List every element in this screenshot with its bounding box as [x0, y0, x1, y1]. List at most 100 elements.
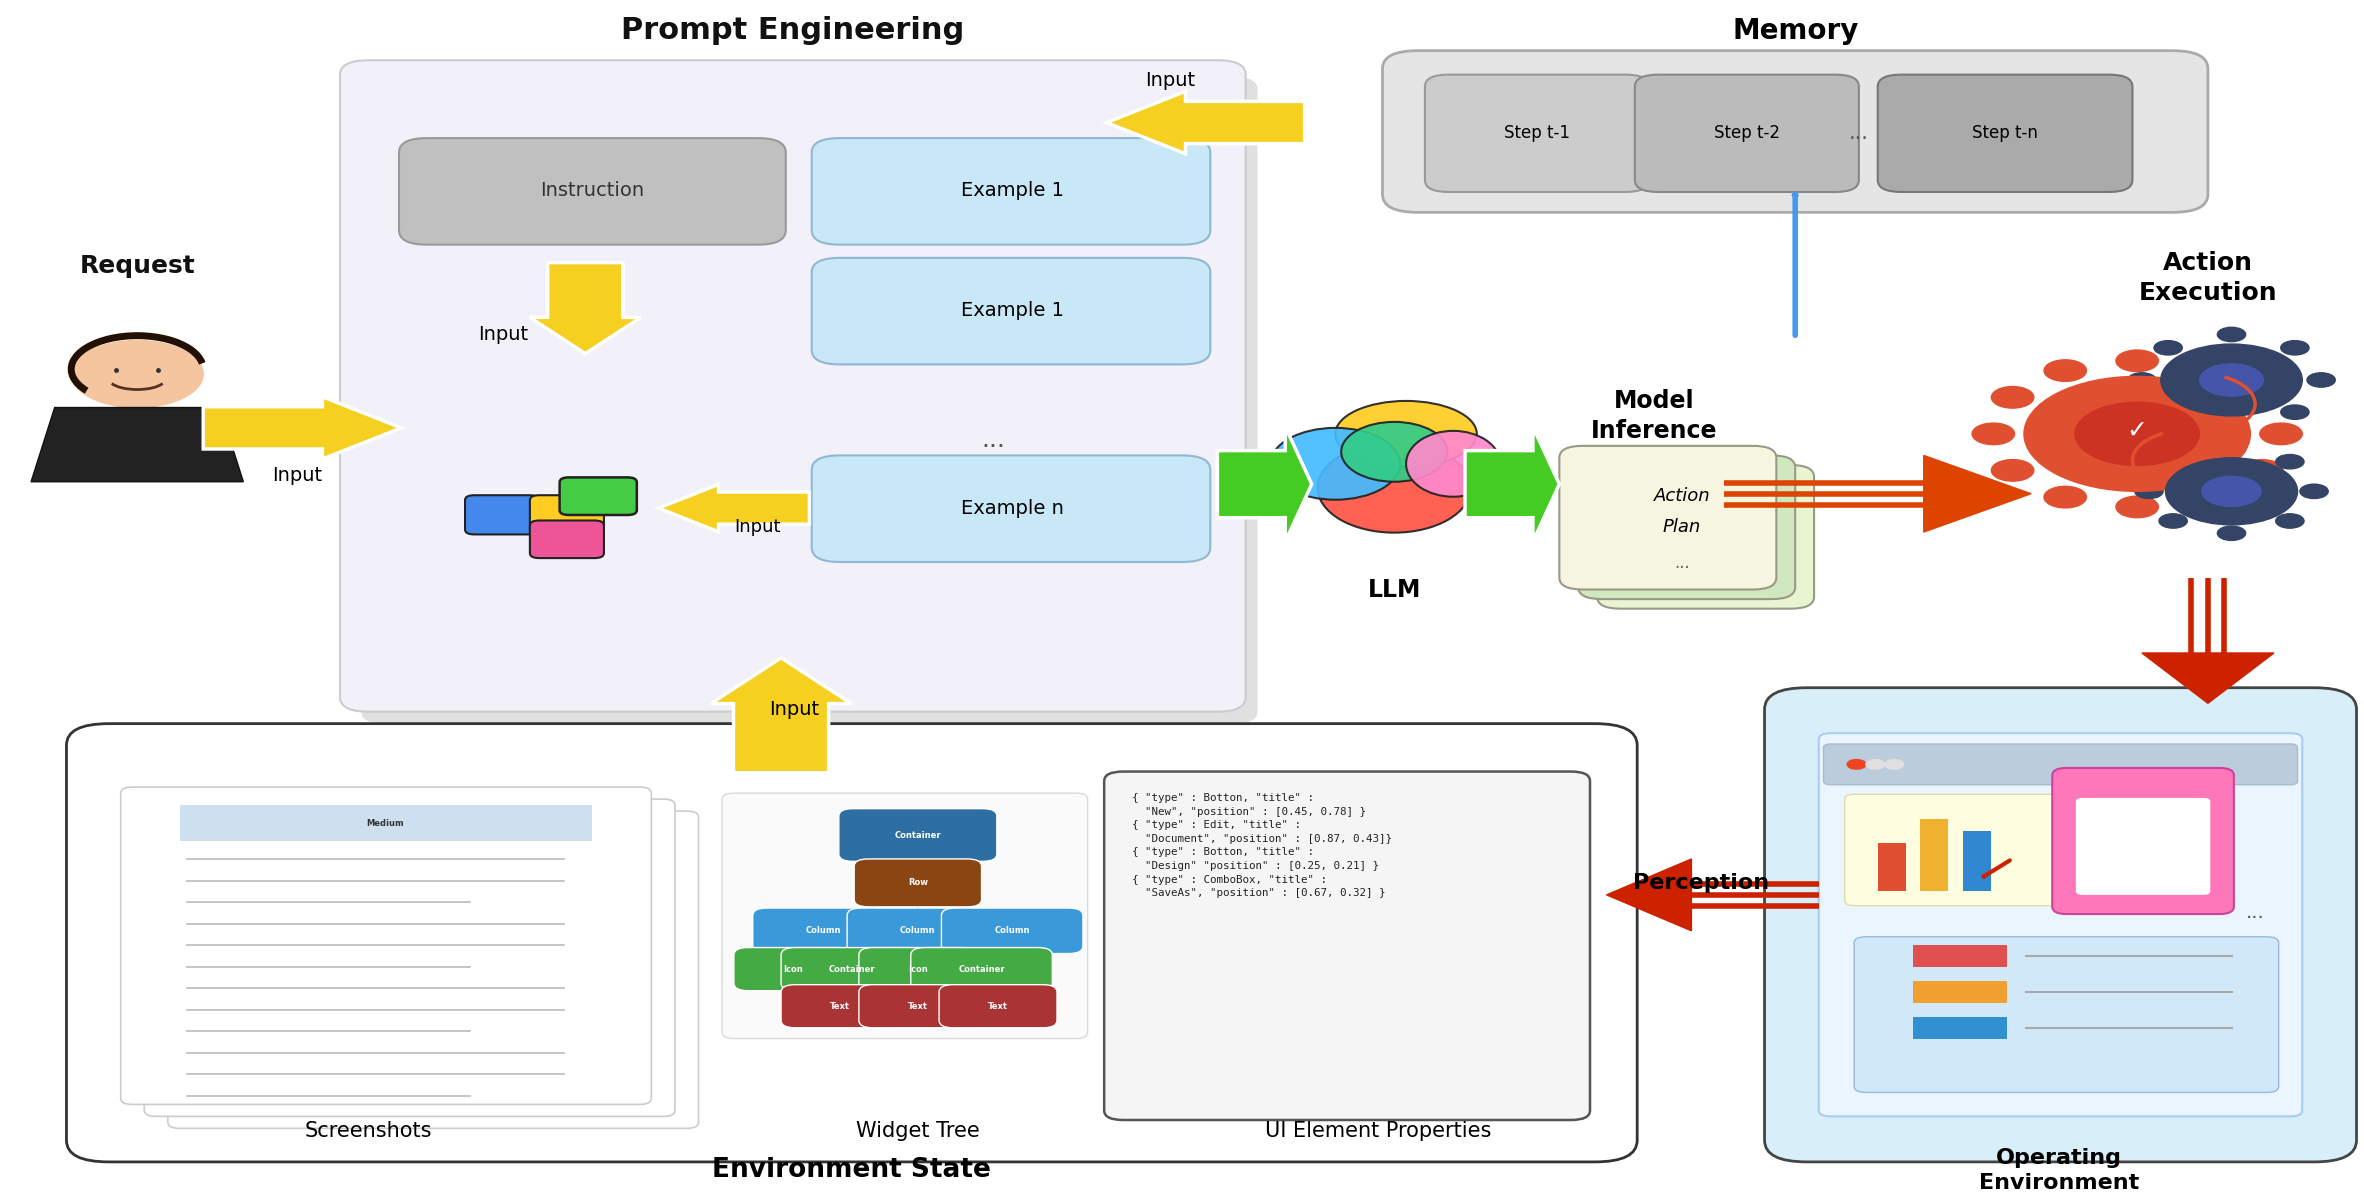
FancyBboxPatch shape	[530, 496, 603, 534]
FancyBboxPatch shape	[560, 478, 636, 515]
FancyBboxPatch shape	[939, 985, 1057, 1027]
Polygon shape	[2142, 653, 2274, 704]
Bar	[1912, 982, 2007, 1002]
FancyBboxPatch shape	[853, 859, 981, 907]
Circle shape	[2045, 486, 2087, 508]
Polygon shape	[31, 408, 243, 481]
Circle shape	[2116, 496, 2158, 517]
Ellipse shape	[1317, 443, 1470, 533]
FancyBboxPatch shape	[858, 985, 976, 1027]
Text: Icon: Icon	[908, 965, 927, 973]
FancyBboxPatch shape	[362, 77, 1258, 724]
Text: Input: Input	[478, 325, 530, 344]
FancyBboxPatch shape	[1844, 794, 2064, 906]
FancyBboxPatch shape	[839, 808, 998, 861]
Circle shape	[2300, 484, 2329, 498]
FancyBboxPatch shape	[168, 811, 697, 1128]
Circle shape	[2076, 402, 2199, 466]
Text: Container: Container	[894, 830, 941, 840]
Circle shape	[2128, 373, 2156, 387]
Circle shape	[2260, 423, 2303, 445]
Circle shape	[2217, 443, 2246, 457]
Text: ...: ...	[1849, 123, 1870, 143]
Bar	[1912, 1017, 2007, 1038]
Circle shape	[2158, 514, 2187, 528]
Circle shape	[1846, 759, 1865, 769]
Circle shape	[2241, 460, 2284, 481]
Circle shape	[2161, 344, 2303, 416]
Circle shape	[1972, 423, 2014, 445]
Polygon shape	[712, 658, 851, 772]
Text: UI Element Properties: UI Element Properties	[1265, 1121, 1492, 1140]
Text: ...: ...	[1674, 555, 1690, 573]
Text: Model
Inference: Model Inference	[1591, 389, 1716, 443]
Circle shape	[2154, 340, 2182, 355]
Circle shape	[2187, 360, 2229, 381]
Circle shape	[2199, 363, 2262, 396]
Circle shape	[2241, 386, 2284, 408]
Text: Row: Row	[908, 878, 927, 888]
Circle shape	[2277, 514, 2305, 528]
Polygon shape	[203, 397, 402, 460]
FancyBboxPatch shape	[811, 257, 1210, 365]
FancyBboxPatch shape	[1598, 466, 1813, 609]
Text: Column: Column	[995, 926, 1031, 935]
FancyBboxPatch shape	[1764, 688, 2357, 1162]
FancyBboxPatch shape	[780, 985, 898, 1027]
Text: Memory: Memory	[1733, 17, 1858, 45]
Text: Example n: Example n	[960, 498, 1064, 517]
Text: LLM: LLM	[1366, 577, 1421, 602]
Circle shape	[2281, 340, 2310, 355]
Circle shape	[71, 340, 203, 408]
Polygon shape	[1466, 427, 1560, 541]
FancyBboxPatch shape	[780, 948, 922, 990]
Circle shape	[1884, 759, 1903, 769]
Circle shape	[2217, 419, 2246, 433]
Text: Widget Tree: Widget Tree	[856, 1121, 979, 1140]
FancyBboxPatch shape	[144, 799, 676, 1116]
FancyBboxPatch shape	[66, 724, 1638, 1162]
Text: Column: Column	[901, 926, 936, 935]
FancyBboxPatch shape	[1818, 733, 2303, 1116]
Polygon shape	[660, 485, 808, 532]
Polygon shape	[530, 262, 641, 354]
Text: Medium: Medium	[366, 818, 404, 828]
FancyBboxPatch shape	[1560, 446, 1775, 589]
Circle shape	[2201, 476, 2262, 506]
Text: Step t-1: Step t-1	[1504, 124, 1570, 142]
Text: Plan: Plan	[1662, 518, 1702, 537]
Text: Example 1: Example 1	[960, 182, 1064, 200]
Circle shape	[1990, 386, 2033, 408]
FancyBboxPatch shape	[858, 948, 976, 990]
Circle shape	[2217, 526, 2246, 540]
Circle shape	[2045, 360, 2087, 381]
FancyBboxPatch shape	[466, 496, 539, 534]
Circle shape	[2154, 405, 2182, 420]
Polygon shape	[1106, 91, 1305, 154]
FancyBboxPatch shape	[1877, 75, 2132, 192]
Circle shape	[2307, 373, 2336, 387]
Text: { "type" : Botton, "title" :
  "New", "position" : [0.45, 0.78] }
{ "type" : Edi: { "type" : Botton, "title" : "New", "pos…	[1132, 793, 1392, 899]
Text: Step t-n: Step t-n	[1972, 124, 2038, 142]
FancyBboxPatch shape	[1383, 51, 2208, 213]
Circle shape	[2165, 458, 2298, 525]
FancyBboxPatch shape	[752, 908, 894, 954]
Circle shape	[1865, 759, 1884, 769]
FancyBboxPatch shape	[1425, 75, 1650, 192]
Text: Text: Text	[830, 1002, 851, 1011]
Text: Environment State: Environment State	[712, 1157, 991, 1184]
Text: ...: ...	[981, 428, 1005, 452]
FancyBboxPatch shape	[2076, 798, 2210, 895]
Text: Input: Input	[768, 700, 820, 718]
Text: Perception: Perception	[1634, 873, 1768, 893]
Circle shape	[2277, 455, 2305, 469]
FancyBboxPatch shape	[400, 138, 785, 244]
Ellipse shape	[1269, 428, 1399, 499]
Text: Request: Request	[80, 254, 196, 278]
Text: Example 1: Example 1	[960, 301, 1064, 320]
Bar	[1962, 831, 1990, 891]
Polygon shape	[1608, 859, 1690, 931]
FancyBboxPatch shape	[1579, 456, 1794, 599]
Text: Text: Text	[908, 1002, 927, 1011]
Text: ✓: ✓	[2128, 419, 2147, 443]
